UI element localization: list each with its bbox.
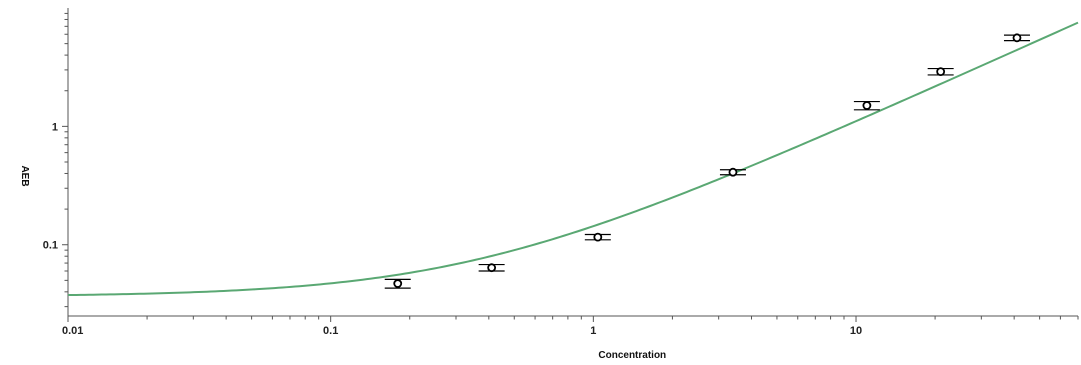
point-marker [593, 232, 603, 242]
point-marker [728, 167, 738, 177]
y-tick-label: 0.1 [43, 240, 58, 252]
point-marker [1012, 33, 1022, 43]
x-tick-label: 10 [850, 325, 862, 337]
point-marker [936, 67, 946, 77]
point-marker [862, 101, 872, 110]
axes: 0.01 0.1 1 10 0.1 1 [43, 8, 1079, 337]
data-point [384, 278, 411, 289]
data-point [584, 232, 611, 242]
x-axis-label: Concentration [598, 350, 666, 361]
y-tick-label: 1 [52, 121, 58, 133]
labels-layer: Concentration AEB [19, 165, 666, 361]
curve-layer [67, 21, 1079, 297]
fitted-curve [67, 21, 1079, 297]
points-layer [384, 33, 1030, 289]
point-marker [393, 279, 403, 288]
x-tick-label: 0.01 [62, 325, 83, 337]
data-point [478, 263, 505, 273]
data-point [1003, 33, 1030, 43]
point-marker [487, 263, 497, 273]
data-point [853, 100, 880, 111]
x-tick-label: 1 [590, 325, 596, 337]
y-axis-label: AEB [19, 165, 30, 186]
x-tick-label: 0.1 [323, 325, 338, 337]
data-point [927, 67, 954, 77]
data-point [719, 167, 746, 177]
